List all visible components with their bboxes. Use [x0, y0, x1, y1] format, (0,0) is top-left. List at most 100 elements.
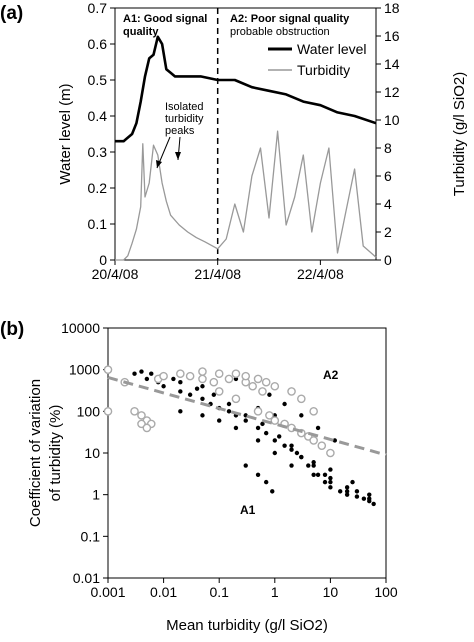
b-y-tick-label: 0.1	[81, 528, 101, 544]
cv-point	[322, 479, 328, 485]
cv-point	[328, 475, 333, 481]
b-y-tick-label: 0.01	[73, 570, 100, 586]
cv-point-open	[176, 369, 185, 379]
b-x-tick-label: 0.1	[209, 584, 229, 600]
cv-point-open	[209, 377, 219, 387]
a-x-tick-label: 20/4/08	[92, 266, 139, 282]
b-y-tick-label: 10	[84, 445, 100, 461]
cv-point	[178, 409, 183, 414]
cv-point	[226, 409, 232, 414]
cv-point	[211, 392, 217, 397]
cv-point	[354, 494, 360, 499]
cv-point	[178, 380, 183, 385]
panel-a-series	[115, 35, 377, 261]
peak-arrowhead-1	[156, 160, 162, 168]
panel-b-x-axis-label: Mean turbidity (g/l SiO2)	[166, 617, 328, 634]
cv-point-open	[309, 436, 318, 445]
cv-point	[243, 463, 248, 468]
cv-point-open	[142, 423, 152, 433]
cv-point-open	[265, 411, 274, 420]
cv-point-open	[261, 377, 271, 387]
cv-point-open	[185, 371, 195, 381]
cv-point-open	[103, 407, 113, 416]
cv-point	[337, 489, 343, 494]
a-right-tick-label: 6	[384, 168, 392, 184]
b-y-tick-label: 100	[77, 403, 101, 419]
cv-point	[267, 392, 272, 397]
cv-point	[178, 389, 183, 394]
a-right-tick-label: 14	[384, 56, 400, 72]
a-left-tick-label: 0	[99, 252, 107, 268]
cv-point-open	[258, 387, 267, 396]
panel-b-frame	[107, 327, 387, 579]
a-right-tick-label: 4	[384, 196, 392, 212]
panel-b-label: (b)	[0, 319, 24, 340]
panel-a-frame	[114, 7, 377, 261]
cv-point	[233, 425, 239, 431]
a-left-tick-label: 0.5	[88, 72, 108, 88]
peak-arrowhead-2	[175, 152, 181, 160]
panel-a-ticks: 0 0.1 0.2 0.3 0.4 0.5 0.6 0.7 0 2 4 6 8 10 12 14 16 18 20/…	[88, 0, 400, 282]
b-x-tick-label: 10	[323, 584, 339, 600]
legend-turbidity-label: Turbidity	[297, 62, 350, 78]
cv-point	[263, 479, 269, 485]
cv-point	[371, 501, 376, 507]
cv-point	[277, 434, 282, 439]
cv-point-open	[270, 381, 280, 391]
cv-point	[367, 492, 372, 497]
cv-point	[149, 371, 154, 376]
a-right-tick-label: 2	[384, 224, 392, 240]
cv-point	[299, 454, 304, 460]
panel-b-trend	[107, 376, 387, 457]
cv-point	[272, 450, 277, 456]
cv-point-open	[231, 369, 241, 379]
peaks-label-line1: Isolated	[165, 101, 204, 113]
a-left-tick-label: 0.7	[88, 0, 108, 16]
a-right-tick-label: 10	[384, 112, 400, 128]
peaks-label-line3: peaks	[165, 125, 195, 137]
cv-point-open	[214, 387, 224, 396]
cv-point	[311, 463, 316, 468]
a2-subtitle: probable obstruction	[230, 26, 330, 38]
cv-point	[255, 472, 261, 477]
cv-point	[255, 425, 261, 431]
cv-point	[289, 443, 294, 448]
panel-a-label: (a)	[0, 3, 23, 24]
cv-point	[132, 371, 137, 376]
cv-point-open	[214, 369, 224, 379]
legend-water-level-label: Water level	[297, 41, 367, 57]
cv-point	[344, 489, 350, 494]
a-left-tick-label: 0.6	[88, 36, 108, 52]
cv-point	[328, 479, 333, 485]
cv-point-open	[198, 374, 207, 384]
a-x-tick-label: 22/4/08	[297, 266, 344, 282]
b-y-tick-label: 10000	[61, 320, 100, 336]
panel-b-y-axis-label-line2: of turbidity (%)	[47, 405, 64, 502]
cv-point	[200, 413, 205, 418]
a1-subtitle: quality	[123, 26, 159, 38]
cv-point	[161, 384, 166, 389]
cv-point	[282, 401, 287, 407]
cv-point	[294, 450, 300, 456]
cv-point	[272, 438, 277, 443]
cv-point-open	[253, 407, 263, 416]
cv-point	[322, 472, 328, 477]
a-right-tick-label: 0	[384, 252, 392, 268]
cv-point-open	[253, 374, 263, 384]
cv-point	[311, 460, 316, 465]
cv-point	[315, 425, 321, 431]
a-left-tick-label: 0.4	[88, 108, 108, 124]
cv-point	[344, 485, 350, 490]
panel-a-right-axis-label: Turbidity (g/l SiO2)	[451, 72, 468, 196]
cv-point-open	[231, 394, 241, 404]
cv-point-open	[317, 441, 327, 450]
cv-point	[270, 489, 275, 494]
a-left-tick-label: 0.2	[88, 180, 108, 196]
cv-point	[282, 443, 287, 448]
cv-point	[306, 463, 311, 468]
trend-line	[107, 376, 387, 457]
region-label-a1: A1	[240, 503, 256, 517]
cv-point	[226, 401, 232, 407]
